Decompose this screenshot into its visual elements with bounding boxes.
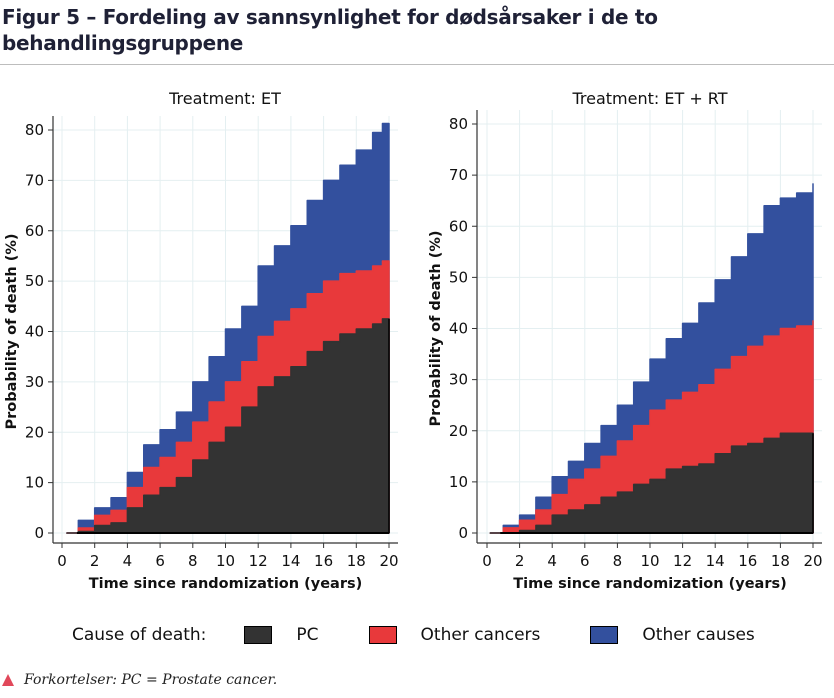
x-axis-title: Time since randomization (years)	[89, 576, 363, 592]
y-tick-label: 60	[449, 217, 468, 235]
y-axis-title: Probability of death (%)	[4, 233, 20, 429]
x-tick-label: 8	[613, 552, 623, 570]
figure-title: Figur 5 – Fordeling av sannsynlighet for…	[2, 5, 658, 55]
panel-title: Treatment: ET	[168, 89, 281, 108]
y-tick-label: 20	[449, 422, 468, 440]
footnote-text: Forkortelser: PC = Prostate cancer.	[24, 672, 278, 688]
x-tick-label: 20	[803, 552, 822, 570]
y-tick-label: 30	[25, 373, 44, 391]
area-pc	[489, 432, 814, 534]
x-tick-label: 16	[738, 552, 757, 570]
chart-panel-et-rt: 0 10 20 30 40 50 60 70 80 0 2 4 6 8 10 12 14 16 18 20 Treatm…	[428, 89, 823, 592]
footnote: Forkortelser: PC = Prostate cancer.	[2, 672, 277, 688]
x-tick-label: 2	[515, 552, 525, 570]
x-tick-label: 20	[379, 552, 398, 570]
legend-title: Cause of death:	[72, 625, 207, 645]
x-tick-label: 6	[155, 552, 165, 570]
x-tick-label: 4	[547, 552, 557, 570]
x-tick-label: 2	[90, 552, 100, 570]
legend-label-other-causes: Other causes	[642, 625, 755, 645]
y-tick-label: 0	[34, 524, 44, 542]
x-tick-label: 4	[123, 552, 133, 570]
area-pc	[66, 318, 390, 534]
x-tick-label: 12	[673, 552, 692, 570]
x-axis-title: Time since randomization (years)	[513, 576, 787, 592]
y-tick-label: 50	[25, 272, 44, 290]
panel-title: Treatment: ET + RT	[571, 89, 727, 108]
legend: Cause of death: PC Other cancers Other c…	[72, 622, 805, 648]
y-tick-label: 80	[25, 121, 44, 139]
legend-swatch-other-causes	[590, 626, 619, 644]
y-tick-label: 20	[25, 423, 44, 441]
x-tick-label: 14	[706, 552, 725, 570]
chart-panel-et: 0 10 20 30 40 50 60 70 80 0 2 4 6 8 10 12 14 16 18 20 Treatm…	[4, 89, 399, 592]
y-tick-label: 30	[449, 371, 468, 389]
y-tick-label: 70	[449, 166, 468, 184]
y-tick-label: 70	[25, 171, 44, 189]
title-divider	[0, 64, 834, 65]
x-tick-label: 12	[249, 552, 268, 570]
x-tick-label: 14	[281, 552, 300, 570]
x-tick-label: 10	[216, 552, 235, 570]
triangle-marker-icon	[2, 674, 14, 686]
x-tick-label: 0	[482, 552, 492, 570]
y-tick-label: 40	[25, 323, 44, 341]
y-axis-title: Probability of death (%)	[428, 230, 444, 426]
x-tick-label: 8	[188, 552, 198, 570]
legend-label-other-cancers: Other cancers	[420, 625, 541, 645]
y-tick-label: 10	[449, 473, 468, 491]
y-tick-label: 0	[458, 524, 468, 542]
x-tick-label: 6	[580, 552, 590, 570]
legend-swatch-other-cancers	[368, 626, 397, 644]
x-tick-label: 18	[771, 552, 790, 570]
x-tick-label: 16	[314, 552, 333, 570]
y-tick-label: 40	[449, 320, 468, 338]
y-tick-label: 50	[449, 268, 468, 286]
x-tick-label: 0	[57, 552, 67, 570]
y-tick-label: 60	[25, 222, 44, 240]
y-tick-label: 10	[25, 474, 44, 492]
legend-swatch-pc	[244, 626, 273, 644]
x-tick-label: 10	[640, 552, 659, 570]
y-tick-label: 80	[449, 115, 468, 133]
legend-label-pc: PC	[296, 625, 319, 645]
x-tick-label: 18	[347, 552, 366, 570]
